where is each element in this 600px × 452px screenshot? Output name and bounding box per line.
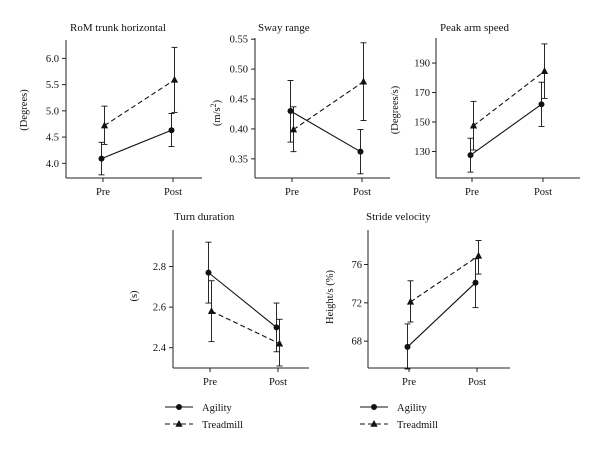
y-axis-label: (Degrees/s) [390, 85, 401, 134]
x-tick-label: Post [353, 187, 371, 198]
data-point-triangle [170, 75, 179, 83]
y-tick-label: 0.55 [230, 35, 248, 46]
chart-title: Turn duration [174, 211, 235, 223]
y-tick-label: 0.40 [230, 124, 248, 135]
y-axis-label: (s) [129, 290, 140, 302]
series-line-agility [407, 282, 476, 348]
y-tick-label: 2.6 [153, 303, 166, 314]
legend-1: Agility Treadmill [165, 403, 243, 431]
y-tick-label: 4.0 [46, 159, 59, 170]
y-tick-label: 5.0 [46, 106, 59, 117]
data-point-triangle [275, 339, 284, 347]
legend-label-treadmill: Treadmill [202, 420, 243, 431]
series-line-treadmill [104, 79, 175, 126]
x-tick-label: Pre [203, 377, 217, 388]
chart-title: Sway range [258, 22, 310, 34]
data-point-circle [287, 107, 294, 114]
data-point-circle [404, 343, 411, 350]
y-tick-label: 76 [352, 260, 363, 271]
x-tick-label: Pre [285, 187, 299, 198]
chart-panel-4: Turn duration (s) 2.4 2.6 2.8 Pre Post [129, 211, 309, 388]
x-tick-label: Pre [402, 377, 416, 388]
chart-panel-3: Peak arm speed (Degrees/s) 130 150 170 190 Pre… [390, 22, 580, 198]
data-point-triangle [406, 297, 415, 305]
y-axis-label: (Degrees) [19, 89, 30, 131]
legend-label-agility: Agility [202, 403, 233, 414]
legend-marker-circle [371, 404, 377, 410]
y-tick-label: 190 [414, 59, 430, 70]
data-point-triangle [469, 121, 478, 129]
y-tick-label: 68 [352, 337, 363, 348]
series-line-treadmill [410, 255, 479, 303]
y-tick-label: 0.50 [230, 65, 248, 76]
series-line-agility [208, 272, 277, 328]
series-line-agility [290, 110, 361, 153]
y-tick-label: 6.0 [46, 54, 59, 65]
series-line-agility [101, 129, 172, 160]
series-line-treadmill [293, 81, 364, 130]
data-point-circle [538, 101, 545, 108]
legend-2: Agility Treadmill [360, 403, 438, 431]
chart-panel-1: RoM trunk horizontal (Degrees) 4.0 4.5 5.0 5.… [19, 22, 202, 198]
legend-marker-triangle [370, 420, 378, 427]
x-tick-label: Post [534, 187, 552, 198]
x-tick-label: Post [164, 187, 182, 198]
data-point-triangle [100, 121, 109, 129]
data-point-triangle [359, 77, 368, 85]
x-tick-label: Pre [96, 187, 110, 198]
y-axis-label: Height/s (%) [325, 270, 336, 324]
y-tick-label: 5.5 [46, 80, 59, 91]
legend-label-treadmill: Treadmill [397, 420, 438, 431]
data-point-circle [98, 155, 105, 162]
y-tick-label: 150 [414, 118, 430, 129]
legend-label-agility: Agility [397, 403, 428, 414]
x-tick-label: Pre [465, 187, 479, 198]
series-line-treadmill [211, 310, 280, 345]
data-point-circle [357, 148, 364, 155]
chart-title: RoM trunk horizontal [70, 22, 166, 34]
data-point-triangle [474, 251, 483, 259]
y-tick-label: 170 [414, 88, 430, 99]
chart-panel-2: Sway range (m/s2) 0.35 0.40 0.45 0.50 0.55 Pre P… [209, 22, 390, 198]
series-line-agility [470, 103, 542, 156]
data-point-circle [472, 279, 479, 286]
data-point-triangle [207, 307, 216, 314]
legend-marker-triangle [175, 420, 183, 427]
data-point-circle [205, 269, 212, 276]
data-point-triangle [540, 67, 549, 74]
chart-title: Peak arm speed [440, 22, 510, 34]
y-tick-label: 2.4 [153, 343, 167, 354]
y-axis-label: (m/s2) [209, 99, 223, 126]
series-line-treadmill [473, 70, 545, 127]
data-point-circle [273, 324, 280, 331]
y-tick-label: 2.8 [153, 262, 166, 273]
y-tick-label: 4.5 [46, 133, 59, 144]
legend-marker-circle [176, 404, 182, 410]
y-tick-label: 72 [352, 298, 363, 309]
y-tick-label: 0.35 [230, 154, 248, 165]
x-tick-label: Post [269, 377, 287, 388]
data-point-circle [467, 152, 474, 159]
x-tick-label: Post [468, 377, 486, 388]
y-tick-label: 0.45 [230, 95, 248, 106]
chart-title: Stride velocity [366, 211, 431, 223]
data-point-triangle [289, 125, 298, 133]
y-tick-label: 130 [414, 147, 430, 158]
chart-panel-5: Stride velocity Height/s (%) 68 72 76 Pre Post [325, 211, 510, 388]
data-point-circle [168, 127, 175, 134]
